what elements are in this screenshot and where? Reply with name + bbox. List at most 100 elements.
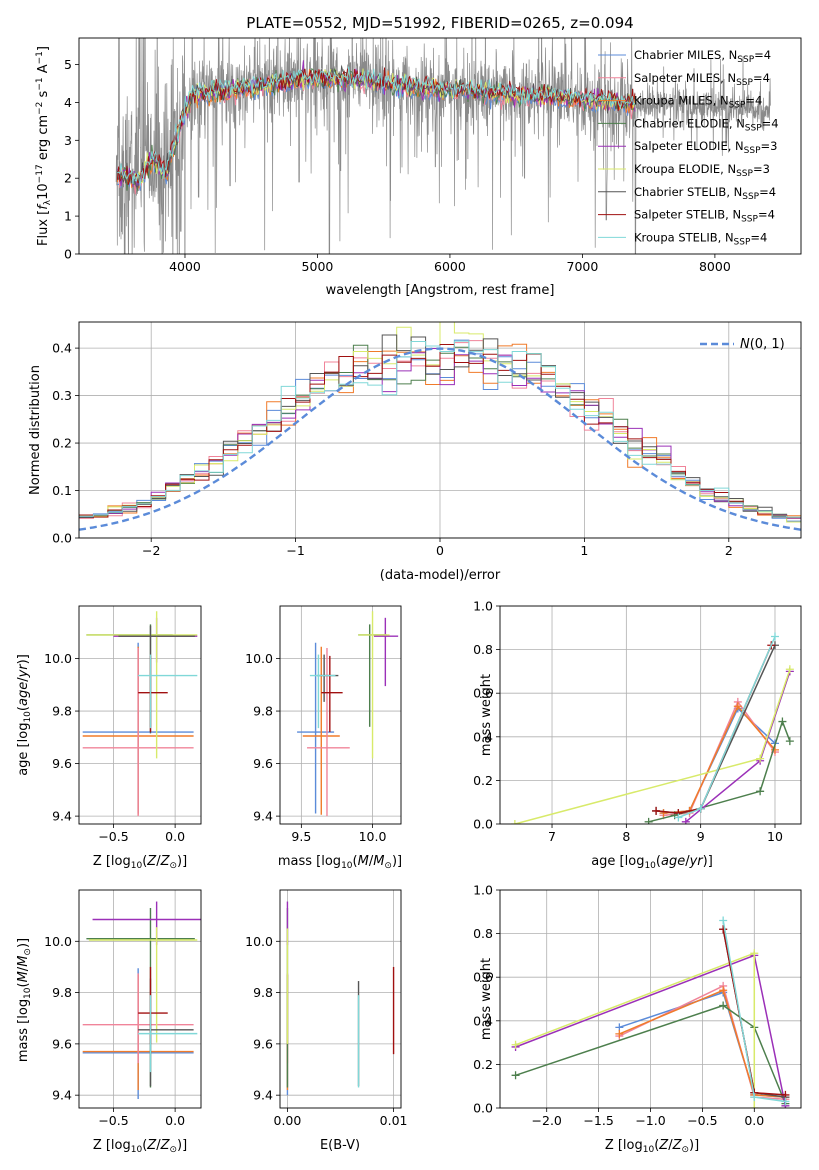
weight-vs-age-ytick-label: 1.0 bbox=[473, 599, 493, 614]
mass-vs-ebv-ytick-label: 9.6 bbox=[253, 1036, 273, 1051]
spectrum-ytick-label: 1 bbox=[64, 209, 72, 224]
age-vs-metallicity-panel: −0.5 0.0 9.4 9.6 9.8 10.0 Z [log10(Z/Z⊙)] age [… bbox=[16, 605, 202, 871]
age-vs-mass-panel: 9.5 10.0 9.4 9.6 9.8 10.0 mass [log10(M/M⊙)] bbox=[245, 605, 402, 871]
mass-weight-vs-age-panel: 7 8 9 10 0.0 0.2 0.4 0.6 0.8 1.0 age [log10(age/yr… bbox=[473, 599, 802, 871]
residuals-ytick-label: 0.0 bbox=[52, 531, 72, 546]
weight-vs-Z-xtick-label: 0.0 bbox=[744, 1113, 764, 1128]
weight-point-kroupa-stelib bbox=[719, 916, 728, 925]
spectrum-xtick-label: 4000 bbox=[169, 259, 201, 274]
weight-vs-age-xtick-label: 10 bbox=[767, 829, 783, 844]
residuals-frame bbox=[78, 321, 802, 539]
weight-vs-Z-ytick-label: 0.0 bbox=[473, 1101, 493, 1116]
weight-vs-Z-ytick-label: 0.8 bbox=[473, 926, 493, 941]
age-vs-Z-ytick-label: 9.8 bbox=[52, 704, 72, 719]
mass-vs-ebv-frame bbox=[279, 889, 402, 1109]
weight-point-kroupa-miles bbox=[719, 986, 728, 995]
spectrum-ytick-label: 3 bbox=[64, 133, 72, 148]
mass-vs-ebv-ytick-label: 9.8 bbox=[253, 985, 273, 1000]
spectrum-xlabel: wavelength [Angstrom, rest frame] bbox=[326, 283, 555, 298]
legend-entry-chabrier-elodie: Chabrier ELODIE, NSSP=4 bbox=[634, 116, 779, 133]
weight-point-kroupa-miles bbox=[770, 745, 779, 754]
age-vs-Z-ytick-label: 9.6 bbox=[52, 756, 72, 771]
age-vs-mass-ytick-label: 10.0 bbox=[245, 651, 273, 666]
spectrum-ytick-label: 2 bbox=[64, 171, 72, 186]
histogram-kroupa-stelib bbox=[79, 340, 801, 538]
weight-point-kroupa-miles bbox=[659, 809, 668, 818]
weight-vs-age-plot-area bbox=[500, 606, 801, 824]
spectrum-xtick-label: 6000 bbox=[434, 259, 466, 274]
mass-vs-Z-xtick-label: −0.5 bbox=[98, 1113, 128, 1128]
mass-vs-Z-xlabel: Z [log10(Z/Z⊙)] bbox=[93, 1138, 187, 1155]
weight-point-chabrier-elodie bbox=[511, 1071, 520, 1080]
mass-vs-ebv-ytick-label: 10.0 bbox=[245, 934, 273, 949]
age-vs-Z-xlabel: Z [log10(Z/Z⊙)] bbox=[93, 854, 187, 871]
histogram-salpeter-stelib bbox=[79, 344, 801, 538]
residuals-ytick-label: 0.4 bbox=[52, 341, 72, 356]
weight-point-kroupa-stelib bbox=[770, 632, 779, 641]
spectrum-ytick-label: 5 bbox=[64, 57, 72, 72]
weight-vs-Z-frame bbox=[499, 889, 802, 1109]
weight-point-kroupa-stelib bbox=[750, 1093, 759, 1102]
weight-point-kroupa-stelib bbox=[674, 813, 683, 822]
mass-vs-Z-xtick-label: 0.0 bbox=[165, 1113, 185, 1128]
weight-point-chabrier-elodie bbox=[785, 737, 794, 746]
residuals-xtick-label: −1 bbox=[286, 543, 304, 558]
weight-point-chabrier-elodie bbox=[719, 1001, 728, 1010]
weight-vs-age-ylabel: mass weight bbox=[479, 674, 494, 756]
weight-vs-age-frame bbox=[499, 605, 802, 825]
residuals-xtick-label: 1 bbox=[580, 543, 588, 558]
weight-vs-age-xtick-label: 7 bbox=[548, 829, 556, 844]
age-vs-Z-ytick-label: 9.4 bbox=[52, 809, 72, 824]
legend-entry-salpeter-elodie: Salpeter ELODIE, NSSP=3 bbox=[634, 139, 777, 156]
normal-reference-curve bbox=[79, 347, 801, 531]
mass-vs-Z-ytick-label: 9.4 bbox=[52, 1088, 72, 1103]
residual-histogram-panel: −2 −1 0 1 2 0.0 0.1 0.2 0.3 0.4 N(0, 1) (data-model… bbox=[28, 321, 802, 583]
mass-vs-ebv-xtick-label: 0.01 bbox=[380, 1113, 408, 1128]
weight-line-salpeter-stelib bbox=[656, 644, 772, 814]
mass-vs-Z-frame bbox=[78, 889, 202, 1109]
weight-point-kroupa-elodie bbox=[511, 1040, 520, 1049]
weight-vs-age-ytick-label: 0.0 bbox=[473, 817, 493, 832]
mass-vs-Z-ytick-label: 10.0 bbox=[44, 934, 72, 949]
residuals-plot-area bbox=[79, 322, 801, 538]
weight-vs-Z-ytick-label: 1.0 bbox=[473, 883, 493, 898]
mass-vs-Z-ytick-label: 9.6 bbox=[52, 1036, 72, 1051]
mass-vs-Z-ylabel: mass [log10(M/M⊙)] bbox=[16, 938, 33, 1062]
residuals-ytick-label: 0.3 bbox=[52, 388, 72, 403]
residuals-xlabel: (data-model)/error bbox=[380, 568, 501, 583]
mass-vs-ebv-xtick-label: 0.00 bbox=[274, 1113, 302, 1128]
residuals-ytick-label: 0.1 bbox=[52, 483, 72, 498]
age-vs-Z-plot-area bbox=[79, 606, 201, 824]
age-vs-mass-plot-area bbox=[280, 606, 401, 824]
spectrum-xtick-label: 7000 bbox=[567, 259, 599, 274]
age-vs-mass-xtick-label: 10.0 bbox=[359, 829, 387, 844]
weight-vs-Z-ylabel: mass weight bbox=[479, 958, 494, 1040]
weight-line-kroupa-elodie bbox=[514, 668, 791, 824]
weight-vs-age-ytick-label: 0.8 bbox=[473, 642, 493, 657]
weight-point-chabrier-elodie bbox=[644, 817, 653, 824]
weight-point-salpeter-stelib bbox=[652, 806, 661, 815]
legend-entry-salpeter-miles: Salpeter MILES, NSSP=4 bbox=[634, 71, 770, 88]
spectrum-xtick-label: 5000 bbox=[302, 259, 334, 274]
spectrum-ylabel: Flux [fλ10−17 erg cm−2 s−1 A−1] bbox=[35, 46, 53, 246]
weight-vs-age-ytick-label: 0.2 bbox=[473, 773, 493, 788]
residuals-xtick-label: 0 bbox=[436, 543, 444, 558]
age-vs-mass-frame bbox=[279, 605, 402, 825]
age-vs-Z-xtick-label: 0.0 bbox=[165, 829, 185, 844]
model-fit-kroupa-stelib bbox=[117, 66, 636, 187]
mass-vs-ebv-panel: 0.00 0.01 9.4 9.6 9.8 10.0 E(B-V) bbox=[245, 889, 408, 1153]
legend-normal-label: N(0, 1) bbox=[740, 337, 785, 352]
weight-point-chabrier-elodie bbox=[778, 717, 787, 726]
spectrum-panel: 4000 5000 6000 7000 8000 0 1 2 3 4 5 Chabrier MILES… bbox=[35, 37, 802, 298]
legend-entry-kroupa-elodie: Kroupa ELODIE, NSSP=3 bbox=[634, 162, 770, 179]
weight-vs-Z-xlabel: Z [log10(Z/Z⊙)] bbox=[605, 1138, 699, 1155]
weight-line-kroupa-miles bbox=[663, 704, 776, 814]
weight-point-kroupa-miles bbox=[615, 1029, 624, 1038]
weight-line-kroupa-miles bbox=[619, 989, 786, 1098]
spectrum-ytick-label: 4 bbox=[64, 95, 72, 110]
age-vs-mass-xlabel: mass [log10(M/M⊙)] bbox=[278, 854, 402, 871]
weight-point-kroupa-elodie bbox=[750, 1104, 759, 1108]
legend-entry-salpeter-stelib: Salpeter STELIB, NSSP=4 bbox=[634, 208, 775, 225]
weight-vs-Z-xtick-label: −2.0 bbox=[532, 1113, 562, 1128]
